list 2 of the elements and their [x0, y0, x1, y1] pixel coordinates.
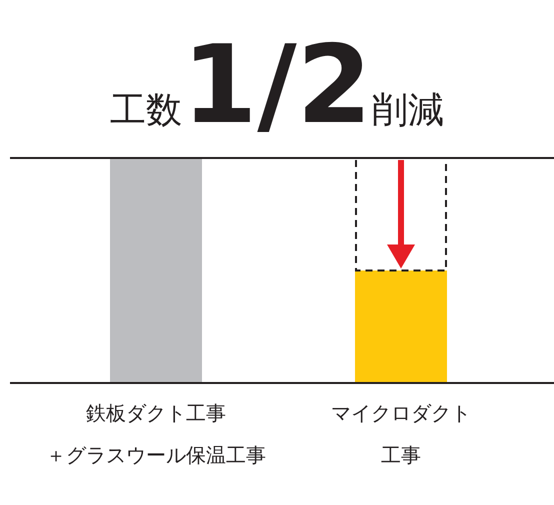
x-tick-label: 鉄板ダクト工事＋グラスウール保温工事: [46, 401, 266, 467]
x-tick-label: マイクロダクト工事: [331, 401, 471, 467]
